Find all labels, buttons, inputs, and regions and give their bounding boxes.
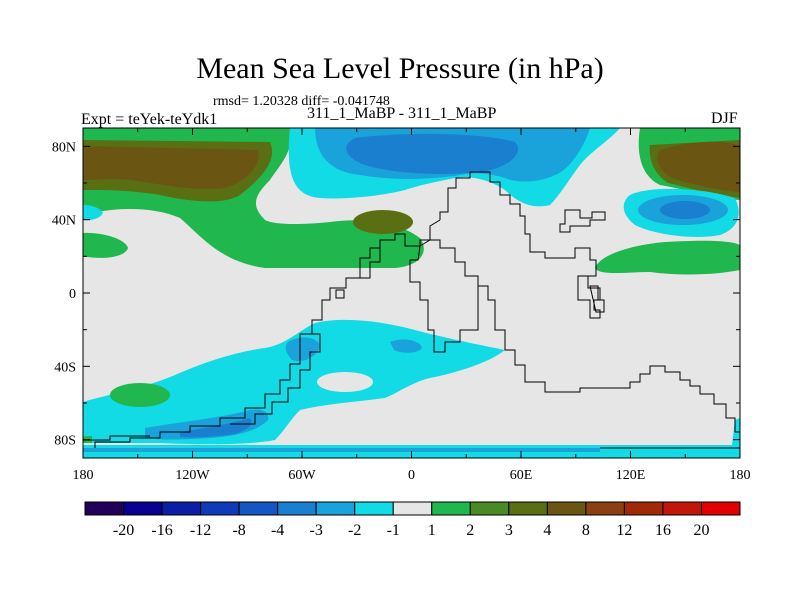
colorbar-label: -8 xyxy=(232,522,245,539)
bottom-strip-blue xyxy=(83,448,600,452)
y-tick-label: 80S xyxy=(54,434,76,449)
colorbar-swatch xyxy=(469,501,510,516)
colorbar-swatch xyxy=(354,501,394,516)
y-tick-label: 80N xyxy=(52,140,76,155)
coastline-island-1 xyxy=(559,209,606,233)
x-tick-label: 60E xyxy=(510,468,533,483)
colorbar-label: -4 xyxy=(271,522,284,539)
colorbar-swatch xyxy=(238,501,279,516)
colorbar-label: -12 xyxy=(190,522,211,539)
x-tick-label: 180 xyxy=(73,468,94,483)
colorbar-swatch xyxy=(585,501,625,516)
colorbar-swatch xyxy=(200,501,240,516)
colorbar-label: 4 xyxy=(543,522,551,539)
y-tick-label: 40S xyxy=(54,360,76,375)
colorbar-swatch xyxy=(700,501,741,516)
colorbar-label: 20 xyxy=(693,522,709,539)
stats-label: rmsd= 1.20328 diff= -0.041748 xyxy=(213,94,390,109)
colorbar-label: -16 xyxy=(151,522,172,539)
axis-ticks: 180 120W 60W 0 60E 120E 180 80N 40N 0 40S 80S xyxy=(52,128,751,483)
colorbar-label: 1 xyxy=(428,522,436,539)
ne-low-darkblue xyxy=(660,201,710,219)
south-darkblue-band xyxy=(180,418,252,438)
colorbar-swatch xyxy=(123,501,163,516)
coastline-eurasia-south xyxy=(94,219,441,448)
atlantic-high-olive xyxy=(353,210,413,234)
north-darkblue xyxy=(346,133,519,174)
ne-high-brown xyxy=(657,141,740,192)
coastline-africa-west xyxy=(409,239,479,353)
southwest-green xyxy=(110,383,170,407)
colorbar-swatch xyxy=(508,501,548,516)
experiment-name-label: 311_1_MaBP - 311_1_MaBP xyxy=(307,105,497,122)
coastline-island-3 xyxy=(589,285,605,313)
x-tick-label: 0 xyxy=(408,468,415,483)
contour-field xyxy=(83,128,740,458)
colorbar-swatch xyxy=(662,501,702,516)
y-tick-label: 40N xyxy=(52,214,76,229)
colorbar-swatch xyxy=(84,501,125,516)
colorbar-swatch xyxy=(392,501,433,516)
nw-high-brown xyxy=(83,146,259,190)
coastlines xyxy=(83,171,740,449)
x-tick-label: 180 xyxy=(730,468,751,483)
x-tick-label: 120W xyxy=(175,468,210,483)
west-cyan-40n xyxy=(83,205,103,221)
south-neutral-hole xyxy=(317,372,373,392)
west-edge-green xyxy=(83,232,128,258)
colorbar-label: -2 xyxy=(348,522,361,539)
colorbar-label: 16 xyxy=(655,522,671,539)
colorbar-swatch xyxy=(277,501,317,516)
south-blue-patch-2 xyxy=(390,339,422,353)
coastline-africa-east xyxy=(430,239,740,433)
season-label: DJF xyxy=(711,110,738,127)
colorbar-label: 2 xyxy=(466,522,474,539)
coastline-island-2 xyxy=(335,289,345,299)
colorbar-label: 12 xyxy=(616,522,632,539)
colorbar-label: 3 xyxy=(505,522,513,539)
experiment-label: Expt = teYek-teYdk1 xyxy=(81,111,218,128)
coastline-inner-1 xyxy=(230,333,321,425)
colorbar-swatch xyxy=(623,501,664,516)
coastline-south-strip xyxy=(83,435,740,449)
colorbar: -20 -16 -12 -8 -4 -3 -2 -1 1 2 3 4 8 12 16 20 xyxy=(84,501,741,539)
colorbar-swatch xyxy=(546,501,587,516)
south-blue-patch-1 xyxy=(285,337,320,362)
colorbar-label: -20 xyxy=(113,522,134,539)
colorbar-swatch xyxy=(431,501,471,516)
chart-title: Mean Sea Level Pressure (in hPa) xyxy=(196,52,604,85)
colorbar-swatch xyxy=(315,501,356,516)
coastline-main xyxy=(439,171,601,319)
colorbar-swatch xyxy=(161,501,202,516)
x-tick-label: 60W xyxy=(288,468,316,483)
coastline-inner-2 xyxy=(360,248,381,279)
colorbar-label: 8 xyxy=(582,522,590,539)
x-tick-label: 120E xyxy=(616,468,646,483)
colorbar-label: -3 xyxy=(310,522,323,539)
colorbar-label: -1 xyxy=(387,522,400,539)
east-green-band xyxy=(595,240,740,275)
y-tick-label: 0 xyxy=(69,287,76,302)
